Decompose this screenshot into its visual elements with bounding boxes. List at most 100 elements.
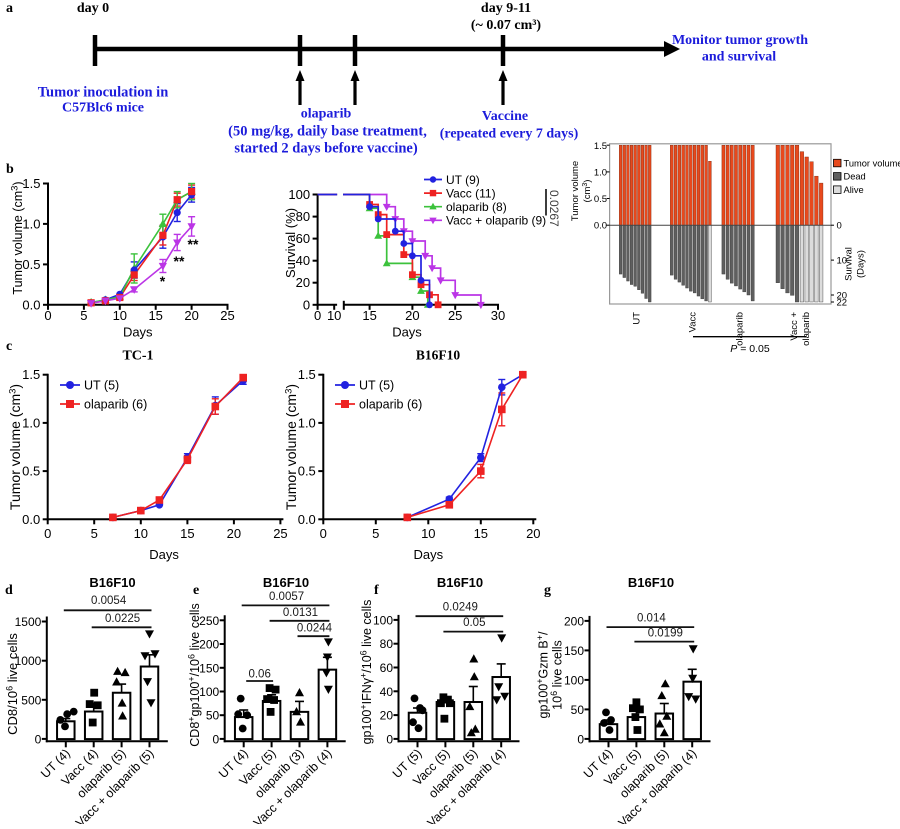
svg-text:UT: UT (632, 312, 643, 325)
svg-text:Tumor volume (cm3): Tumor volume (cm3) (7, 384, 23, 510)
svg-text:500: 500 (21, 693, 41, 707)
svg-text:f: f (374, 583, 379, 598)
svg-text:0.5: 0.5 (594, 194, 607, 205)
svg-text:40: 40 (380, 685, 394, 699)
svg-text:1.0: 1.0 (298, 415, 316, 430)
svg-text:22: 22 (837, 297, 848, 308)
svg-text:olaparib (8): olaparib (8) (446, 200, 507, 214)
svg-text:Vacc + olaparib (9): Vacc + olaparib (9) (446, 214, 546, 228)
svg-text:b: b (6, 162, 14, 177)
svg-text:B16F10: B16F10 (89, 575, 135, 590)
svg-text:50: 50 (206, 709, 220, 723)
svg-text:and survival: and survival (702, 50, 776, 65)
svg-text:100: 100 (288, 187, 310, 202)
svg-text:1500: 1500 (15, 615, 42, 629)
svg-text:0.0: 0.0 (298, 512, 316, 527)
svg-text:0: 0 (44, 308, 51, 323)
svg-text:started 2 days before vaccine): started 2 days before vaccine) (234, 141, 418, 157)
svg-text:0: 0 (314, 308, 321, 323)
svg-text:0.5: 0.5 (22, 464, 40, 479)
svg-text:e: e (193, 583, 199, 598)
svg-text:Days: Days (413, 547, 443, 562)
svg-text:UT (5): UT (5) (84, 379, 119, 393)
svg-text:(50 mg/kg, daily base treatmen: (50 mg/kg, daily base treatment, (228, 124, 427, 140)
svg-text:Days: Days (392, 325, 422, 340)
svg-text:20: 20 (380, 709, 394, 723)
svg-text:150: 150 (199, 661, 219, 675)
svg-text:Monitor tumor growth: Monitor tumor growth (672, 33, 808, 48)
svg-text:c: c (6, 339, 12, 354)
svg-text:1.5: 1.5 (22, 176, 40, 191)
svg-text:0: 0 (386, 732, 393, 746)
svg-text:(cm3): (cm3) (582, 180, 593, 203)
svg-text:50: 50 (571, 703, 585, 717)
svg-text:Days: Days (149, 547, 179, 562)
svg-text:**: ** (188, 236, 199, 252)
svg-text:Alive: Alive (844, 185, 864, 195)
svg-text:0: 0 (35, 732, 42, 746)
svg-text:olaparib (6): olaparib (6) (359, 398, 422, 412)
svg-text:10: 10 (421, 526, 435, 541)
svg-text:5: 5 (91, 526, 98, 541)
svg-text:80: 80 (380, 637, 394, 651)
svg-text:0.0057: 0.0057 (269, 591, 304, 603)
svg-text:100: 100 (564, 673, 584, 687)
svg-text:(~ 0.07 cm³): (~ 0.07 cm³) (471, 18, 542, 33)
svg-text:d: d (5, 583, 13, 598)
svg-text:0.5: 0.5 (22, 257, 40, 272)
svg-text:0.05: 0.05 (463, 617, 485, 629)
svg-text:Tumor volume: Tumor volume (844, 158, 900, 168)
svg-text:Tumor inoculation in: Tumor inoculation in (38, 85, 169, 101)
svg-text:0.0131: 0.0131 (283, 607, 318, 619)
svg-text:106 live cells: 106 live cells (549, 640, 565, 710)
svg-text:Survival: Survival (844, 247, 855, 281)
svg-text:15: 15 (180, 526, 194, 541)
svg-text:0.0199: 0.0199 (648, 628, 683, 640)
svg-text:UT (9): UT (9) (446, 173, 480, 187)
svg-text:0.06: 0.06 (248, 669, 270, 681)
svg-text:C57Blc6 mice: C57Blc6 mice (62, 101, 144, 116)
svg-text:0.5: 0.5 (298, 464, 316, 479)
svg-text:0.0: 0.0 (22, 297, 40, 312)
svg-text:0: 0 (213, 732, 220, 746)
svg-text:Survival (%): Survival (%) (283, 208, 298, 278)
svg-text:**: ** (174, 253, 185, 269)
svg-text:10: 10 (113, 308, 127, 323)
svg-text:30: 30 (491, 308, 505, 323)
svg-text:Vaccine: Vaccine (482, 109, 528, 124)
svg-text:olaparib: olaparib (801, 312, 812, 346)
svg-text:1.5: 1.5 (22, 367, 40, 382)
svg-text:100: 100 (373, 613, 393, 627)
svg-text:B16F10: B16F10 (628, 575, 674, 590)
svg-text:200: 200 (564, 614, 584, 628)
svg-text:10: 10 (327, 308, 341, 323)
svg-text:25: 25 (448, 308, 462, 323)
svg-text:g: g (544, 583, 551, 598)
svg-text:15: 15 (362, 308, 376, 323)
svg-text:CD8+gp100+/106 live cells: CD8+gp100+/106 live cells (187, 603, 203, 746)
svg-text:20: 20 (405, 308, 419, 323)
svg-text:250: 250 (199, 614, 219, 628)
svg-text:Tumor volume: Tumor volume (570, 161, 581, 221)
svg-text:B16F10: B16F10 (416, 348, 461, 363)
svg-text:0: 0 (320, 526, 327, 541)
svg-text:5: 5 (80, 308, 87, 323)
svg-text:25: 25 (220, 308, 234, 323)
svg-text:0.0225: 0.0225 (105, 613, 140, 625)
svg-text:0: 0 (577, 732, 584, 746)
svg-text:gp100+IFNγ+/106 live cells: gp100+IFNγ+/106 live cells (359, 600, 375, 745)
svg-text:200: 200 (199, 638, 219, 652)
svg-text:gp100+Gzm B+/: gp100+Gzm B+/ (535, 631, 551, 719)
svg-text:day 9-11: day 9-11 (481, 1, 531, 16)
svg-text:0: 0 (44, 526, 51, 541)
svg-text:5: 5 (372, 526, 379, 541)
svg-text:1.5: 1.5 (594, 141, 607, 152)
svg-text:10: 10 (134, 526, 148, 541)
svg-text:20: 20 (227, 526, 241, 541)
svg-text:25: 25 (273, 526, 287, 541)
svg-text:0.014: 0.014 (637, 613, 666, 625)
svg-text:0.0: 0.0 (594, 221, 607, 232)
svg-text:15: 15 (474, 526, 488, 541)
svg-text:Dead: Dead (844, 172, 866, 182)
svg-text:P = 0.05: P = 0.05 (730, 343, 770, 355)
